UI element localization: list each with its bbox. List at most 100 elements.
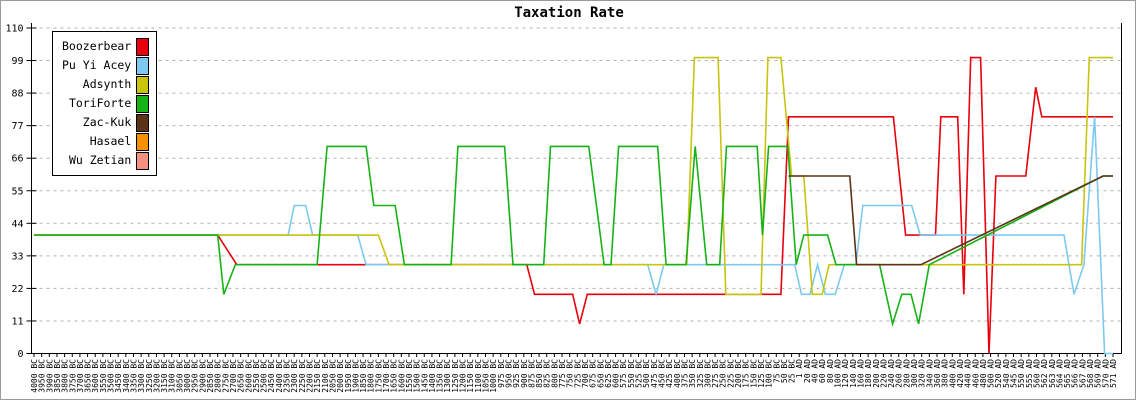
legend-label: ToriForte [68,96,132,110]
x-tick-label: 2650 BC [237,359,246,393]
x-tick-label: 20 AD [803,359,812,383]
x-tick-label: 950 BC [504,359,513,388]
y-tick-label: 22 [11,284,23,295]
x-tick-label: 320 AD [918,359,927,388]
y-tick-label: 11 [11,316,23,327]
x-tick-label: 575 BC [619,359,628,388]
legend-label: Boozerbear [62,39,132,53]
x-tick-label: 725 BC [573,359,582,388]
y-tick-label: 88 [11,89,23,100]
x-tick-label: 1050 BC [481,359,490,393]
legend-color-swatch [136,113,150,132]
x-tick-label: 1000 BC [489,359,498,393]
x-tick-label: 1150 BC [466,359,475,393]
series-line-boozerbear [34,56,1113,354]
x-tick-label: 750 BC [566,359,575,388]
legend-item-adsynth: Adsynth [62,75,150,94]
x-tick-label: 1450 BC [420,359,429,393]
x-tick-label: 260 AD [895,359,904,388]
x-tick-label: 555 AD [1025,359,1034,388]
x-tick-label: 520 AD [994,359,1003,388]
x-tick-label: 1700 BC [382,359,391,393]
x-tick-label: 160 AD [856,359,865,388]
x-tick-label: 567 AD [1078,359,1087,388]
y-tick-label: 77 [11,121,23,132]
x-tick-label: 2050 BC [328,359,337,393]
x-tick-label: 625 BC [604,359,613,388]
x-tick-label: 80 AD [826,359,835,383]
y-tick-label: 55 [11,186,23,197]
x-tick-label: 1750 BC [374,359,383,393]
x-tick-label: 350 BC [688,359,697,388]
legend-label: Wu Zetian [68,153,132,167]
x-tick-label: 3550 BC [99,359,108,393]
x-tick-label: 460 AD [971,359,980,388]
x-tick-label: 400 BC [673,359,682,388]
legend-color-swatch [136,75,150,94]
x-tick-label: 125 BC [757,359,766,388]
x-tick-label: 1400 BC [428,359,437,393]
x-tick-label: 900 BC [520,359,529,388]
chart-legend: Boozerbear Pu Yi Acey Adsynth ToriForte Zac-… [52,31,158,176]
x-tick-label: 1600 BC [397,359,406,393]
x-tick-label: 150 BC [749,359,758,388]
x-tick-label: 2450 BC [267,359,276,393]
x-tick-label: 480 AD [979,359,988,388]
legend-item-toriforte: ToriForte [62,94,150,113]
x-tick-label: 569 AD [1094,359,1103,388]
legend-item-pu-yi-acey: Pu Yi Acey [62,56,150,75]
x-tick-label: 3600 BC [91,359,100,393]
legend-label: Hasael [89,134,132,148]
x-tick-label: 300 AD [910,359,919,388]
y-tick-label: 33 [11,251,23,262]
x-tick-label: 2150 BC [313,359,322,393]
x-tick-label: 380 AD [941,359,950,388]
x-tick-label: 2700 BC [229,359,238,393]
x-tick-label: 850 BC [535,359,544,388]
legend-item-zac-kuk: Zac-Kuk [62,113,150,132]
y-tick-label: 44 [11,219,23,230]
x-tick-label: 1950 BC [344,359,353,393]
x-tick-label: 240 AD [887,359,896,388]
x-tick-label: 280 AD [902,359,911,388]
x-tick-label: 3150 BC [160,359,169,393]
legend-item-wu-zetian: Wu Zetian [62,151,150,170]
x-tick-label: 562 AD [1040,359,1049,388]
legend-item-boozerbear: Boozerbear [62,37,150,56]
x-tick-label: 2200 BC [305,359,314,393]
x-tick-label: 3950 BC [38,359,47,393]
x-tick-label: 1500 BC [413,359,422,393]
x-tick-label: 3500 BC [107,359,116,393]
x-tick-label: 3900 BC [45,359,54,393]
x-tick-label: 425 BC [665,359,674,388]
legend-color-swatch [136,37,150,56]
x-tick-label: 560 AD [1032,359,1041,388]
x-tick-label: 100 BC [765,359,774,388]
x-tick-label: 3000 BC [183,359,192,393]
x-tick-label: 340 AD [925,359,934,388]
x-tick-label: 200 BC [734,359,743,388]
x-tick-label: 3650 BC [84,359,93,393]
x-tick-label: 400 AD [948,359,957,388]
x-tick-label: 2850 BC [206,359,215,393]
x-tick-label: 1650 BC [390,359,399,393]
x-tick-label: 180 AD [864,359,873,388]
x-tick-label: 225 BC [726,359,735,388]
x-tick-label: 440 AD [964,359,973,388]
x-tick-label: 1200 BC [459,359,468,393]
x-tick-label: 568 AD [1086,359,1095,388]
x-tick-label: 500 AD [987,359,996,388]
legend-color-swatch [136,151,150,170]
x-tick-label: 875 BC [527,359,536,388]
x-tick-label: 300 BC [703,359,712,388]
x-tick-label: 100 AD [834,359,843,388]
x-tick-label: 2100 BC [321,359,330,393]
x-tick-label: 2950 BC [191,359,200,393]
x-tick-label: 1250 BC [451,359,460,393]
x-tick-label: 566 AD [1071,359,1080,388]
x-tick-label: 563 AD [1048,359,1057,388]
x-tick-label: 3250 BC [145,359,154,393]
x-tick-label: 325 BC [696,359,705,388]
x-tick-label: 3200 BC [152,359,161,393]
